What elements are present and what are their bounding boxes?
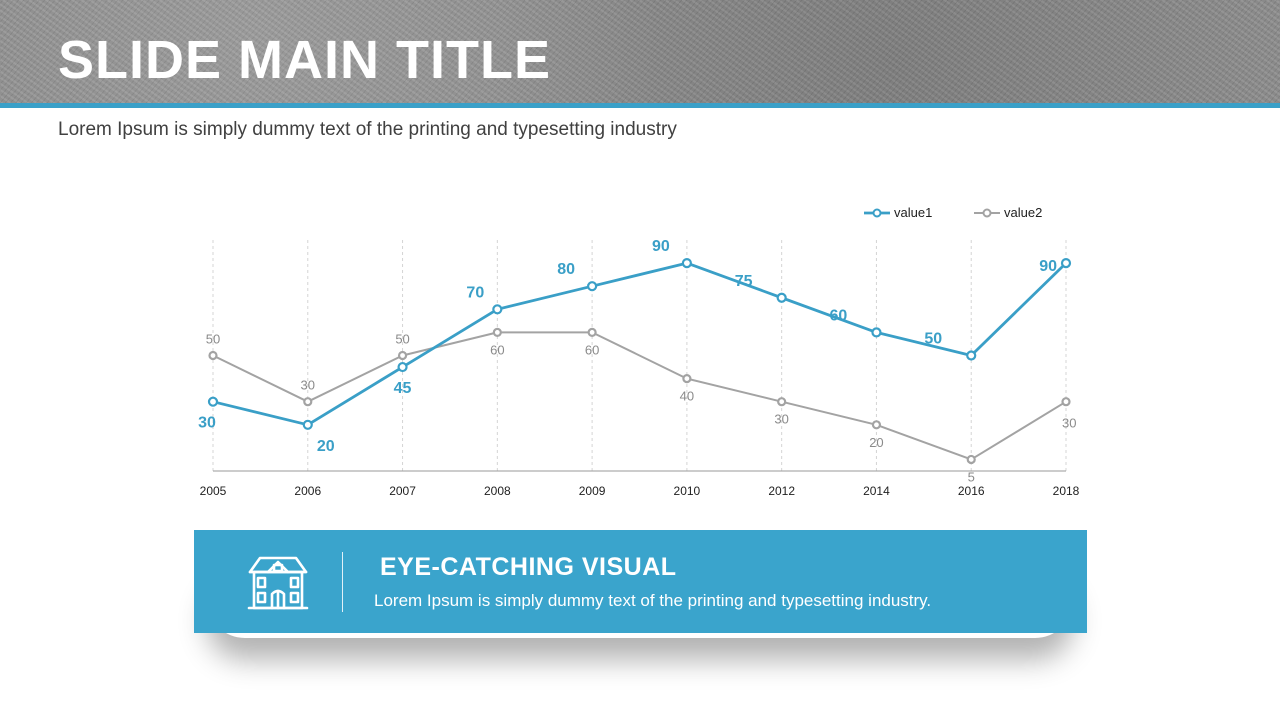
series-line-value1	[212, 261, 1067, 427]
data-label-value2: 60	[585, 342, 599, 357]
data-label-value2: 20	[869, 435, 883, 450]
data-label-value1: 60	[830, 307, 848, 324]
data-point-value2	[397, 350, 408, 361]
chart-series-lines	[212, 261, 1067, 461]
data-point-value1	[776, 292, 787, 303]
x-tick-label: 2014	[863, 484, 890, 498]
data-label-value1: 90	[1039, 258, 1057, 275]
data-label-value1: 45	[394, 380, 412, 397]
data-point-value1	[587, 281, 598, 292]
data-label-value1: 20	[317, 438, 335, 455]
data-point-value2	[682, 374, 692, 384]
data-label-value1: 80	[557, 261, 575, 278]
data-label-value2: 40	[680, 389, 694, 404]
data-label-value2: 30	[774, 412, 788, 427]
header-accent-line	[0, 103, 1280, 108]
data-point-value2	[871, 420, 882, 430]
chart-markers	[207, 258, 1072, 465]
chart-axis: 2005 2006 2007 2008 2009 2010 2012 2014 2016 2018	[200, 470, 1080, 498]
data-point-value2	[492, 327, 502, 337]
x-tick-label: 2007	[389, 484, 416, 498]
data-point-value1	[492, 304, 503, 315]
data-label-value1: 30	[198, 415, 216, 432]
x-tick-label: 2005	[200, 484, 227, 498]
slide-title: SLIDE MAIN TITLE	[58, 30, 551, 90]
data-point-value2	[208, 350, 218, 361]
data-label-value2: 60	[490, 342, 504, 357]
chart-data-labels: 30 20 45 70 80 90 75 60 50 90 50 30 50 60 60 40 30 20 5 30	[198, 238, 1076, 484]
data-point-value2	[966, 454, 976, 465]
house-icon	[247, 556, 309, 610]
data-label-value2: 30	[301, 378, 315, 393]
x-tick-label: 2009	[579, 484, 606, 498]
x-tick-label: 2010	[674, 484, 701, 498]
data-point-value2	[1061, 397, 1071, 407]
data-point-value2	[303, 397, 313, 407]
data-point-value1	[207, 396, 219, 407]
legend-swatch-marker	[872, 208, 882, 218]
x-tick-label: 2012	[768, 484, 795, 498]
header-background	[0, 0, 1280, 103]
x-tick-label: 2006	[294, 484, 321, 498]
x-tick-label: 2018	[1053, 484, 1080, 498]
data-label-value2: 50	[395, 332, 409, 347]
data-label-value2: 5	[968, 469, 975, 484]
legend-label: value2	[1004, 205, 1042, 220]
data-label-value1: 50	[924, 331, 942, 348]
data-label-value1: 90	[652, 238, 670, 255]
legend-swatch-marker	[982, 208, 992, 218]
legend-label: value1	[894, 205, 932, 220]
series-line-value2	[212, 331, 1067, 461]
data-label-value2: 30	[1062, 416, 1076, 431]
data-point-value1	[871, 327, 882, 338]
data-label-value1: 75	[735, 273, 753, 290]
data-point-value1	[966, 350, 977, 361]
data-point-value2	[777, 397, 787, 407]
banner-title: EYE-CATCHING VISUAL	[380, 553, 677, 581]
x-tick-label: 2008	[484, 484, 511, 498]
data-point-value1	[1060, 258, 1072, 269]
slide-subtitle: Lorem Ipsum is simply dummy text of the …	[58, 119, 677, 140]
chart-legend: value1 value2	[864, 205, 1042, 220]
x-tick-label: 2016	[958, 484, 985, 498]
info-banner: EYE-CATCHING VISUAL Lorem Ipsum is simpl…	[194, 530, 1087, 633]
data-point-value1	[302, 419, 313, 430]
data-label-value2: 50	[206, 332, 220, 347]
banner-divider	[342, 552, 343, 612]
data-point-value2	[587, 327, 597, 337]
line-chart: 2005 2006 2007 2008 2009 2010 2012 2014 2016 2018…	[198, 205, 1080, 498]
data-point-value1	[397, 361, 408, 373]
banner-text: Lorem Ipsum is simply dummy text of the …	[374, 591, 932, 610]
data-point-value1	[681, 258, 692, 269]
data-label-value1: 70	[466, 284, 484, 301]
